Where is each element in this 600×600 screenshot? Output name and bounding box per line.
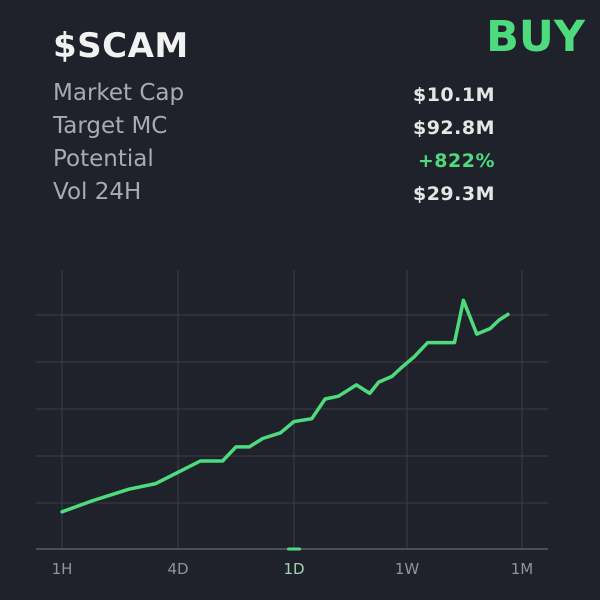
stat-row-market-cap: Market Cap $10.1M bbox=[53, 80, 495, 113]
stat-label: Vol 24H bbox=[53, 179, 142, 205]
stat-value: $10.1M bbox=[412, 84, 495, 106]
timeframe-tab-1d[interactable]: 1D bbox=[283, 560, 304, 578]
timeframe-tab-1m[interactable]: 1M bbox=[511, 560, 534, 578]
stat-row-volume: Vol 24H $29.3M bbox=[53, 179, 495, 212]
price-line bbox=[60, 298, 510, 514]
stat-label: Target MC bbox=[53, 113, 168, 139]
stat-value: $29.3M bbox=[412, 183, 495, 205]
buy-signal[interactable]: BUY bbox=[486, 12, 585, 62]
timeframe-tabs: 1H 4D 1D 1W 1M bbox=[52, 560, 534, 578]
ticker-symbol: $SCAM bbox=[53, 26, 189, 66]
selected-timeframe-indicator bbox=[287, 547, 301, 551]
stat-value-potential: +822% bbox=[417, 150, 495, 172]
timeframe-tab-1w[interactable]: 1W bbox=[395, 560, 420, 578]
timeframe-tab-1h[interactable]: 1H bbox=[52, 560, 73, 578]
price-chart: 1H 4D 1D 1W 1M bbox=[36, 270, 548, 578]
stats-panel: Market Cap $10.1M Target MC $92.8M Poten… bbox=[53, 80, 495, 212]
stat-value: $92.8M bbox=[412, 117, 495, 139]
stat-label: Potential bbox=[53, 146, 154, 172]
stat-row-target-mc: Target MC $92.8M bbox=[53, 113, 495, 146]
stat-label: Market Cap bbox=[53, 80, 185, 106]
timeframe-tab-4d[interactable]: 4D bbox=[167, 560, 188, 578]
stat-row-potential: Potential +822% bbox=[53, 146, 495, 179]
chart-grid-horizontal bbox=[36, 314, 548, 504]
